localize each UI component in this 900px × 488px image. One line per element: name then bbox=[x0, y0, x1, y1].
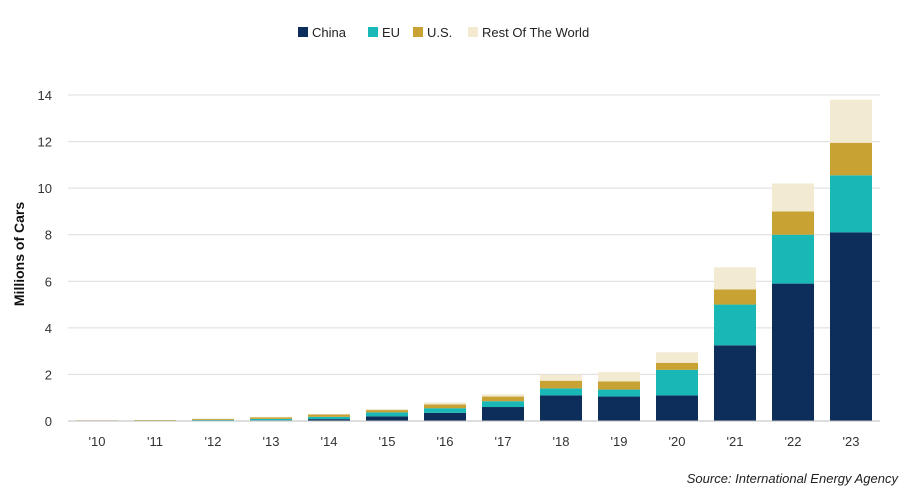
bar-stack bbox=[830, 99, 872, 421]
bar-stack bbox=[714, 267, 756, 421]
bars bbox=[76, 99, 872, 421]
x-tick-label: '19 bbox=[611, 434, 628, 449]
x-tick-label: '16 bbox=[437, 434, 454, 449]
bar-segment bbox=[366, 410, 408, 413]
legend-item: EU bbox=[368, 25, 400, 40]
x-tick-label: '12 bbox=[205, 434, 222, 449]
bar-segment bbox=[482, 394, 524, 397]
bar-segment bbox=[656, 369, 698, 396]
y-tick-label: 2 bbox=[45, 367, 52, 382]
x-tick-label: '14 bbox=[321, 434, 338, 449]
legend: China EU U.S. Rest Of The World bbox=[298, 25, 589, 40]
y-tick-label: 14 bbox=[38, 88, 52, 103]
bar-segment bbox=[772, 283, 814, 421]
x-tick-label: '13 bbox=[263, 434, 280, 449]
y-tick-label: 0 bbox=[45, 414, 52, 429]
bar-segment bbox=[308, 419, 350, 421]
bar-segment bbox=[540, 395, 582, 421]
x-tick-label: '10 bbox=[89, 434, 106, 449]
legend-item: Rest Of The World bbox=[468, 25, 589, 40]
y-axis-label: Millions of Cars bbox=[11, 202, 27, 306]
bar-stack bbox=[250, 416, 292, 421]
x-tick-label: '15 bbox=[379, 434, 396, 449]
bar-segment bbox=[192, 418, 234, 420]
bar-segment bbox=[424, 412, 466, 421]
legend-label: Rest Of The World bbox=[482, 25, 589, 40]
x-tick-label: '23 bbox=[843, 434, 860, 449]
bar-segment bbox=[772, 234, 814, 284]
y-tick-label: 12 bbox=[38, 135, 52, 150]
x-axis-ticks: '10 '11 '12 '13 '14 '15 '16 '17 '18 '19 '20 '21 '22 '… bbox=[89, 434, 860, 449]
bar-segment bbox=[772, 211, 814, 235]
legend-swatch bbox=[298, 27, 308, 37]
bar-segment bbox=[598, 372, 640, 382]
bar-stack bbox=[656, 352, 698, 421]
bar-segment bbox=[598, 396, 640, 421]
legend-item: China bbox=[298, 25, 347, 40]
bar-stack bbox=[540, 374, 582, 421]
bar-segment bbox=[598, 381, 640, 390]
bar-segment bbox=[366, 416, 408, 421]
bar-stack bbox=[424, 402, 466, 421]
bar-segment bbox=[366, 408, 408, 411]
bar-segment bbox=[482, 407, 524, 421]
gridlines bbox=[68, 94, 880, 375]
bar-segment bbox=[540, 388, 582, 396]
y-tick-label: 6 bbox=[45, 274, 52, 289]
bar-segment bbox=[250, 418, 292, 421]
bar-segment bbox=[714, 304, 756, 346]
legend-label: EU bbox=[382, 25, 400, 40]
bar-segment bbox=[830, 142, 872, 176]
bar-stack bbox=[772, 183, 814, 421]
bar-segment bbox=[772, 183, 814, 212]
bar-segment bbox=[830, 175, 872, 233]
y-axis-ticks: 0 2 4 6 8 10 12 14 bbox=[38, 88, 52, 429]
bar-segment bbox=[714, 289, 756, 305]
bar-segment bbox=[250, 417, 292, 419]
legend-item: U.S. bbox=[413, 25, 452, 40]
bar-segment bbox=[540, 380, 582, 389]
y-tick-label: 8 bbox=[45, 228, 52, 243]
bar-stack bbox=[366, 408, 408, 421]
bar-segment bbox=[192, 419, 234, 421]
bar-stack bbox=[598, 372, 640, 421]
bar-segment bbox=[714, 345, 756, 421]
legend-label: China bbox=[312, 25, 347, 40]
legend-swatch bbox=[368, 27, 378, 37]
bar-segment bbox=[830, 232, 872, 421]
legend-swatch bbox=[413, 27, 423, 37]
bar-segment bbox=[424, 408, 466, 413]
y-tick-label: 4 bbox=[45, 321, 52, 336]
x-tick-label: '18 bbox=[553, 434, 570, 449]
bar-segment bbox=[830, 99, 872, 143]
bar-segment bbox=[482, 396, 524, 402]
bar-stack bbox=[308, 414, 350, 421]
bar-segment bbox=[482, 401, 524, 408]
x-tick-label: '22 bbox=[785, 434, 802, 449]
x-tick-label: '21 bbox=[727, 434, 744, 449]
y-tick-label: 10 bbox=[38, 181, 52, 196]
x-tick-label: '20 bbox=[669, 434, 686, 449]
bar-segment bbox=[656, 395, 698, 421]
bar-segment bbox=[656, 362, 698, 370]
x-tick-label: '17 bbox=[495, 434, 512, 449]
bar-segment bbox=[540, 374, 582, 381]
bar-segment bbox=[308, 414, 350, 417]
bar-segment bbox=[424, 402, 466, 405]
bar-segment bbox=[714, 267, 756, 290]
bar-segment bbox=[308, 416, 350, 420]
legend-swatch bbox=[468, 27, 478, 37]
legend-label: U.S. bbox=[427, 25, 452, 40]
bar-segment bbox=[424, 404, 466, 409]
x-tick-label: '11 bbox=[147, 434, 163, 449]
bar-segment bbox=[366, 412, 408, 417]
bar-segment bbox=[598, 389, 640, 397]
source-note: Source: International Energy Agency bbox=[687, 471, 900, 486]
bar-segment bbox=[656, 352, 698, 363]
bar-stack bbox=[482, 394, 524, 421]
